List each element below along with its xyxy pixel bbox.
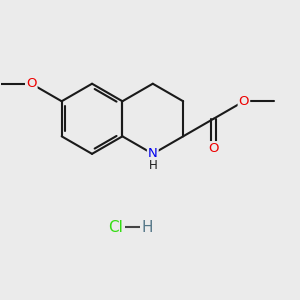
Text: N: N — [148, 147, 158, 161]
Text: O: O — [208, 142, 219, 155]
Text: O: O — [239, 95, 249, 108]
Text: O: O — [26, 77, 37, 90]
Text: Cl: Cl — [108, 220, 123, 235]
Text: H: H — [142, 220, 153, 235]
Text: H: H — [148, 159, 157, 172]
